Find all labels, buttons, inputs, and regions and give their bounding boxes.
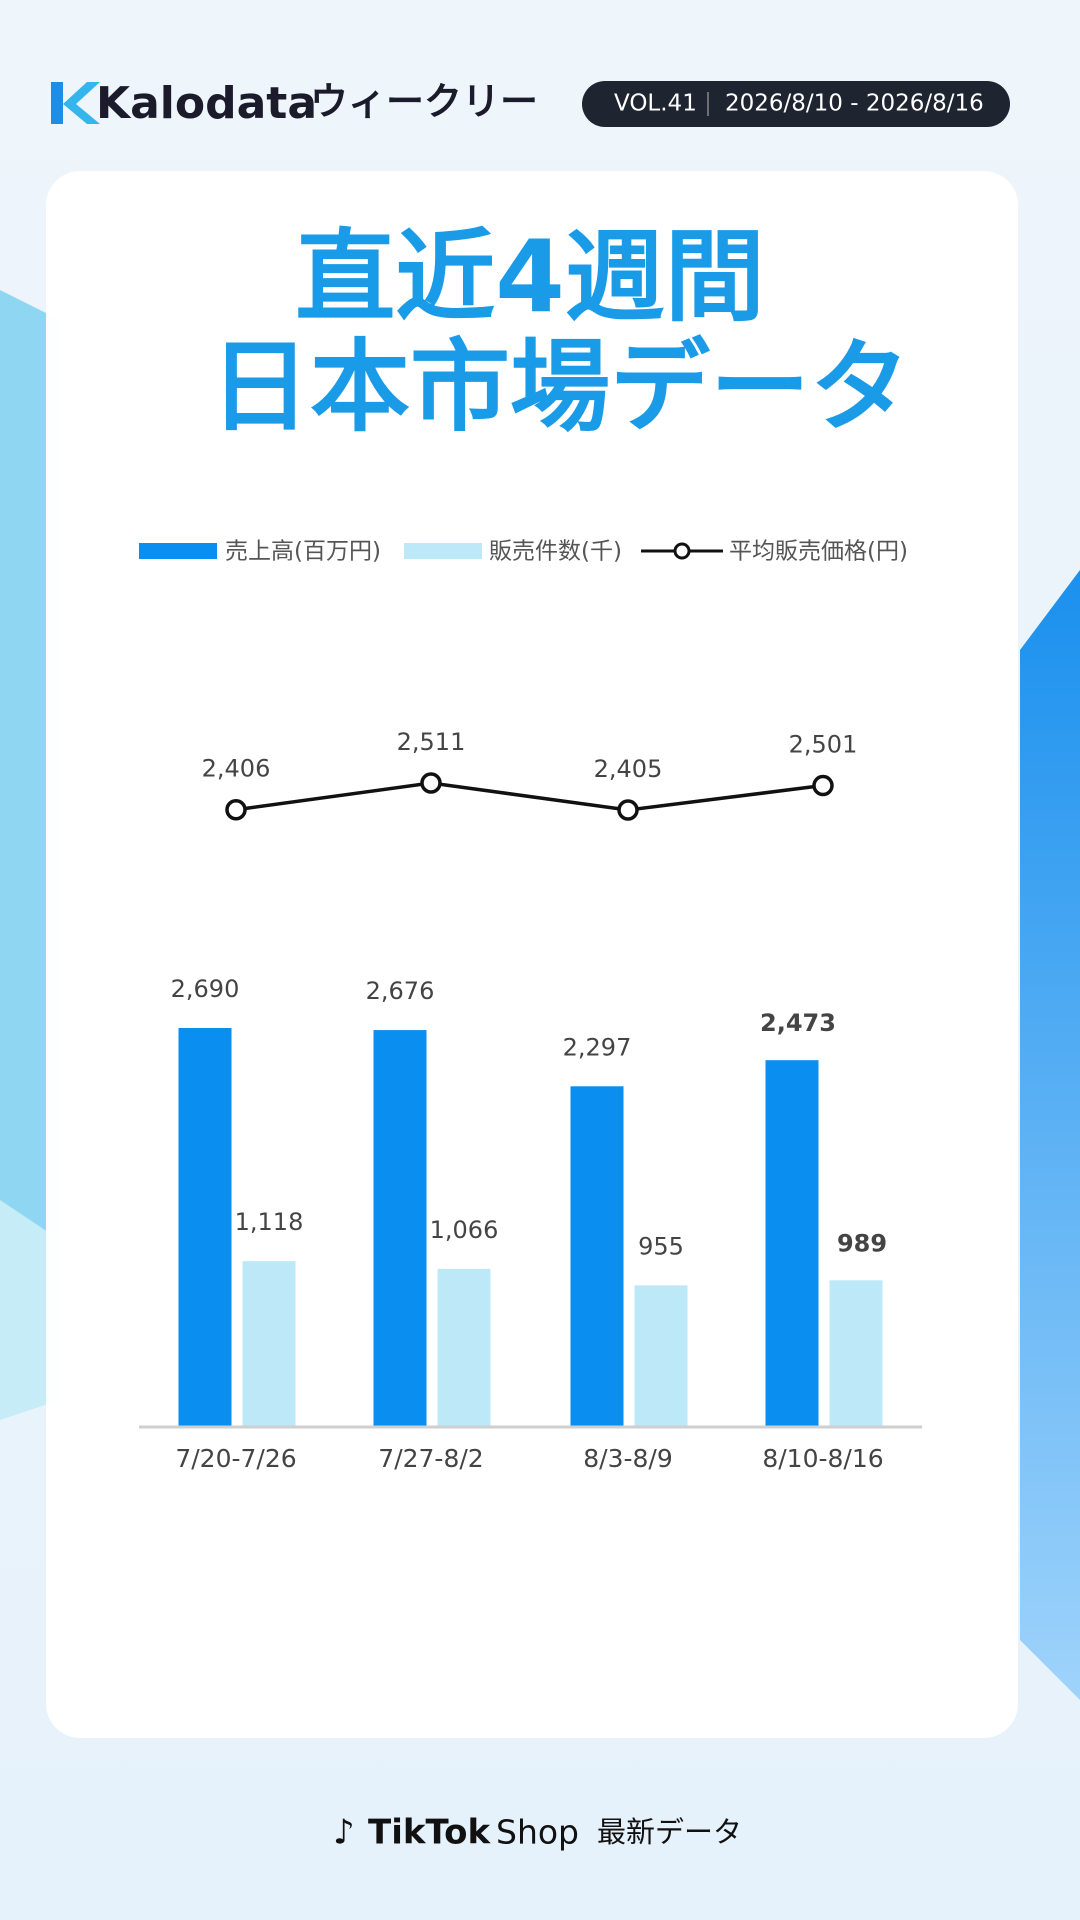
- chart: 売上高(百万円) 販売件数(千) 平均販売価格(円) 2,690 2,676 2,297 2…: [139, 539, 922, 1473]
- bar: [178, 1028, 232, 1427]
- bar: [765, 1060, 819, 1427]
- bar: [829, 1280, 883, 1427]
- logo-mark: [63, 82, 100, 124]
- footer-shop: Shop: [496, 1813, 579, 1852]
- data-label: 1,118: [235, 1208, 304, 1236]
- vol: VOL.41: [614, 91, 697, 117]
- data-label: 955: [638, 1232, 684, 1260]
- data-label: 2,690: [171, 975, 240, 1003]
- line: [235, 781, 824, 812]
- bar: [437, 1268, 491, 1427]
- title: 日本市場データ: [210, 328, 910, 445]
- bar: [242, 1261, 296, 1427]
- decor-left-low: [0, 1200, 60, 1420]
- x-tick-label: 8/10-8/16: [762, 1444, 883, 1473]
- legend-label: 売上高(百万円): [225, 539, 381, 565]
- decor-right: [1020, 570, 1080, 1700]
- data-label: 2,405: [594, 755, 663, 783]
- brand: Kalodata: [96, 78, 317, 129]
- legend-swatch: [139, 543, 217, 559]
- badge: [582, 81, 1010, 127]
- line-marker: [812, 774, 834, 797]
- logo-mark: [51, 82, 63, 124]
- bar: [634, 1285, 688, 1427]
- bar: [373, 1030, 427, 1427]
- line-marker: [420, 772, 442, 794]
- legend-label: 平均販売価格(円): [729, 539, 908, 565]
- legend-marker: [673, 542, 691, 560]
- footer-label: 最新データ: [597, 1815, 742, 1849]
- data-label: 1,066: [430, 1216, 499, 1244]
- line-marker: [617, 799, 639, 821]
- date-range: 2026/8/10 - 2026/8/16: [725, 91, 984, 117]
- data-label: 989: [837, 1229, 887, 1257]
- legend-swatch: [404, 543, 482, 559]
- data-label: 2,676: [366, 977, 435, 1005]
- x-tick-label: 8/3-8/9: [583, 1444, 673, 1473]
- data-label: 2,297: [563, 1033, 632, 1061]
- title: 直近4週間: [295, 218, 765, 335]
- data-label: 2,501: [789, 731, 858, 759]
- footer-tiktok: TikTok: [368, 1813, 491, 1853]
- bar: [570, 1086, 624, 1427]
- legend-label: 販売件数(千): [489, 539, 622, 565]
- footer-tiktok-icon: ♪: [333, 1813, 355, 1853]
- data-label: 2,406: [202, 755, 271, 783]
- data-label: 2,473: [760, 1009, 836, 1037]
- brand-subtitle: ウィークリー: [310, 80, 538, 124]
- x-tick-label: 7/27-8/2: [378, 1444, 483, 1473]
- line-marker: [225, 798, 247, 821]
- data-label: 2,511: [397, 728, 466, 756]
- decor-left: [0, 290, 60, 1240]
- x-tick-label: 7/20-7/26: [175, 1444, 296, 1473]
